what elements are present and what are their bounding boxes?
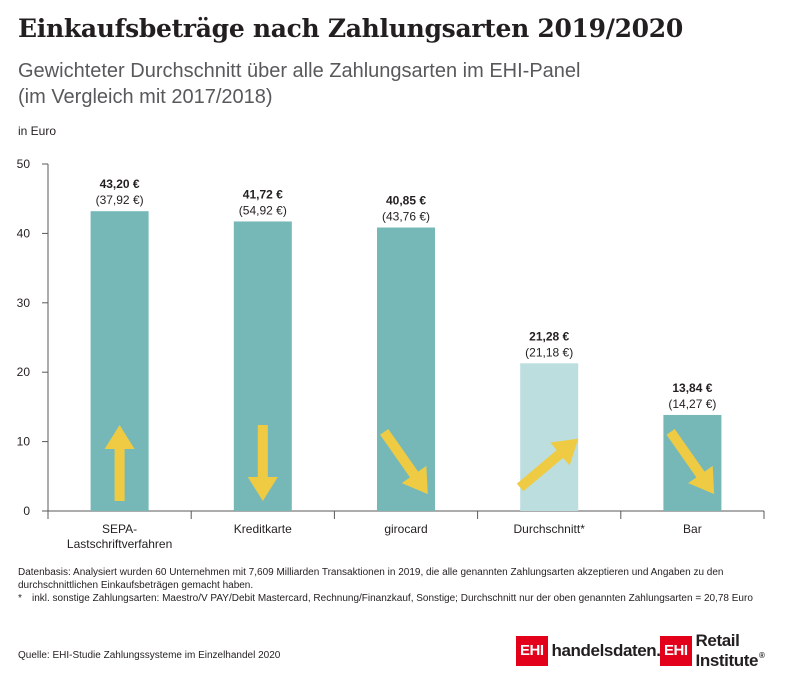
- x-category-label: Lastschriftverfahren: [67, 537, 172, 551]
- retail-institute-logo-text: Retail Institute®: [696, 631, 796, 671]
- bar-value-label: 43,20 €: [100, 177, 140, 191]
- y-axis-unit-label: in Euro: [18, 124, 57, 138]
- retail-institute-text: Retail Institute: [695, 631, 759, 670]
- trend-arrow-icon: [380, 429, 428, 495]
- y-tick-label: 30: [17, 296, 31, 310]
- bar-comparison-label: (21,18 €): [525, 345, 573, 359]
- bar-value-label: 40,85 €: [386, 194, 426, 208]
- data-basis-note: Datenbasis: Analysiert wurden 60 Unterne…: [18, 567, 724, 591]
- chart-title: Einkaufsbeträge nach Zahlungsarten 2019/…: [18, 14, 683, 43]
- y-tick-label: 10: [17, 435, 31, 449]
- bar-comparison-label: (54,92 €): [239, 203, 287, 217]
- chart-notes: Datenbasis: Analysiert wurden 60 Unterne…: [18, 566, 778, 605]
- y-tick-label: 50: [17, 157, 31, 171]
- ehi-logo-box: EHI: [660, 636, 692, 666]
- bar-value-label: 21,28 €: [529, 329, 569, 343]
- bar-comparison-label: (43,76 €): [382, 210, 430, 224]
- y-tick-label: 20: [17, 365, 31, 379]
- registered-mark: ®: [759, 651, 765, 660]
- footnote: * inkl. sonstige Zahlungsarten: Maestro/…: [18, 592, 778, 605]
- bar-value-label: 41,72 €: [243, 187, 283, 201]
- trend-arrow-icon: [516, 438, 579, 492]
- y-tick-label: 40: [17, 226, 31, 240]
- trend-arrow-shape: [516, 438, 579, 492]
- x-category-label: girocard: [384, 522, 427, 536]
- subtitle-line-2: (im Vergleich mit 2017/2018): [18, 86, 273, 108]
- bar-value-label: 13,84 €: [672, 381, 712, 395]
- trend-arrow-shape: [666, 429, 715, 495]
- x-category-label: Kreditkarte: [234, 522, 292, 536]
- trend-arrow-icon: [104, 425, 135, 501]
- x-category-label: SEPA-: [102, 522, 137, 536]
- x-category-label: Durchschnitt*: [514, 522, 586, 536]
- ehi-retail-institute-logo: EHI Retail Institute®: [660, 631, 796, 670]
- subtitle-line-1: Gewichteter Durchschnitt über alle Zahlu…: [18, 60, 581, 82]
- footnote-text: inkl. sonstige Zahlungsarten: Maestro/V …: [32, 593, 753, 604]
- bar-comparison-label: (37,92 €): [96, 193, 144, 207]
- bar-comparison-label: (14,27 €): [668, 397, 716, 411]
- trend-arrow-shape: [380, 429, 428, 495]
- footnote-marker: *: [18, 593, 22, 604]
- source-note: Quelle: EHI-Studie Zahlungssysteme im Ei…: [18, 650, 281, 661]
- trend-arrow-icon: [666, 429, 715, 495]
- bar-chart: 0 10 20 30 40 50 43,20 € (37,92 €) SEPA-Lastschr…: [17, 157, 765, 551]
- trend-arrow-shape: [104, 425, 135, 501]
- trend-arrow-icon: [247, 425, 278, 501]
- handelsdaten-logo-text: handelsdaten.de: [551, 641, 681, 660]
- handelsdaten-logo: EHI handelsdaten.de: [516, 636, 680, 666]
- ehi-logo-box: EHI: [516, 636, 548, 666]
- y-tick-label: 0: [23, 504, 30, 518]
- bar: [520, 363, 579, 511]
- chart-subtitle: Gewichteter Durchschnitt über alle Zahlu…: [18, 58, 718, 110]
- x-category-label: Bar: [683, 522, 702, 536]
- trend-arrow-shape: [247, 425, 278, 501]
